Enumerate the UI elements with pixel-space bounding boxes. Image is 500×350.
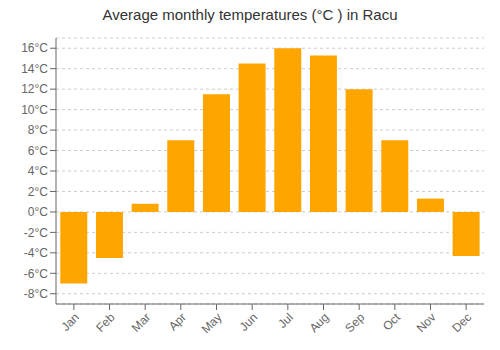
svg-text:Jun: Jun — [237, 310, 261, 334]
svg-text:-2°C: -2°C — [24, 226, 48, 240]
html-text:Average monthly temperatures (: Average monthly temperatures (°C ) in Ra… — [102, 6, 398, 23]
svg-text:-8°C: -8°C — [24, 287, 48, 301]
svg-text:Jul: Jul — [275, 310, 296, 331]
svg-text:Sep: Sep — [342, 310, 367, 335]
svg-text:Aug: Aug — [307, 310, 332, 335]
svg-text:-6°C: -6°C — [24, 267, 48, 281]
svg-text:Feb: Feb — [93, 310, 118, 335]
svg-text:12°C: 12°C — [21, 82, 48, 96]
svg-text:2°C: 2°C — [28, 185, 48, 199]
svg-text:Dec: Dec — [449, 310, 474, 335]
svg-text:0°C: 0°C — [28, 205, 48, 219]
svg-text:10°C: 10°C — [21, 103, 48, 117]
svg-text:4°C: 4°C — [28, 164, 48, 178]
svg-text:-4°C: -4°C — [24, 246, 48, 260]
svg-text:Apr: Apr — [166, 310, 189, 333]
svg-text:14°C: 14°C — [21, 62, 48, 76]
svg-text:Jan: Jan — [58, 310, 82, 334]
svg-text:Oct: Oct — [380, 310, 404, 334]
svg-text:May: May — [199, 310, 225, 336]
svg-text:Nov: Nov — [414, 310, 439, 335]
svg-text:16°C: 16°C — [21, 41, 48, 55]
svg-text:8°C: 8°C — [28, 123, 48, 137]
svg-text:6°C: 6°C — [28, 144, 48, 158]
svg-text:Mar: Mar — [129, 310, 154, 335]
